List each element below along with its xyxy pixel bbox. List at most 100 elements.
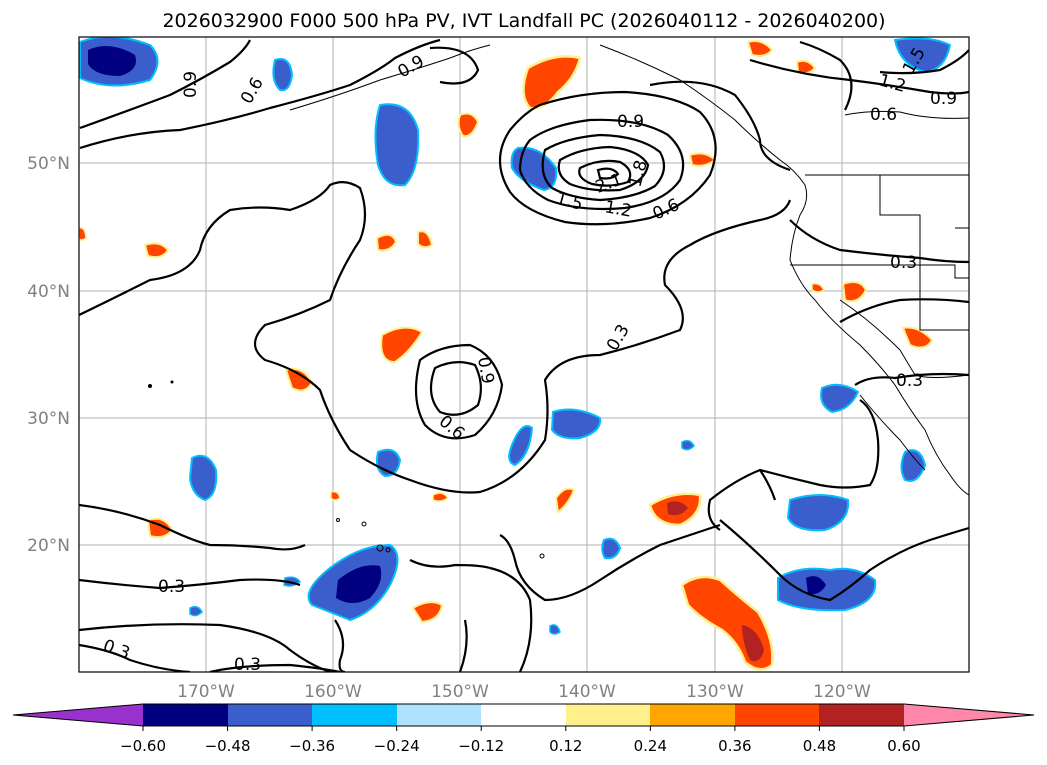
- island: [361, 521, 367, 527]
- pc-negative-region: [681, 439, 695, 451]
- colorbar-tick-label: −0.12: [458, 737, 504, 755]
- pv-contour: [541, 133, 666, 202]
- state-borders: [879, 175, 969, 331]
- map-title: 2026032900 F000 500 hPa PV, IVT Landfall…: [162, 10, 885, 32]
- pc-positive-region: [457, 112, 480, 138]
- state-borders: [790, 264, 969, 279]
- colorbar-tick-label: 0.48: [803, 737, 836, 755]
- baja-coastline: [859, 394, 926, 471]
- pv-contour: [334, 619, 346, 672]
- lon-label-140w: 140°W: [558, 682, 616, 702]
- pv-contour: [429, 46, 480, 85]
- colorbar-tick-label: −0.48: [205, 737, 251, 755]
- pv-contour: [409, 559, 491, 570]
- pv-contour: [557, 145, 650, 192]
- pv-contour: [499, 90, 717, 226]
- contour-label: 0.9: [617, 112, 644, 132]
- pc-positive-region: [432, 492, 450, 502]
- pv-contour: [429, 361, 482, 416]
- pv-contour: [719, 519, 969, 602]
- north-america-coastline: [599, 44, 969, 496]
- lon-label-130w: 130°W: [686, 682, 744, 702]
- colorbar-ticks: −0.60 −0.48 −0.36 −0.24 −0.12 0.12 0.24 0.36 0.4…: [120, 726, 921, 755]
- map-frame: [78, 36, 970, 673]
- colorbar-segment: [566, 704, 650, 726]
- contour-label: 0.9: [473, 355, 497, 385]
- contour-label: 0.6: [870, 105, 897, 125]
- colorbar-tick-label: 0.60: [887, 737, 920, 755]
- pv-contour: [854, 372, 969, 386]
- lat-label-40n: 40°N: [27, 282, 70, 302]
- pv-contours: [79, 38, 969, 672]
- pv-contour: [759, 469, 777, 501]
- map-panel: 0.9 0.6 0.9 1.2 1.5 0.9 0.6 1.5 2.1 1.8 …: [78, 36, 970, 673]
- colorbar-segment: [228, 704, 312, 726]
- pc-negative-core: [806, 576, 826, 595]
- contour-label: 0.3: [158, 577, 185, 597]
- pv-contour: [749, 58, 969, 95]
- pv-contour: [79, 181, 792, 494]
- colorbar-segment: [397, 704, 481, 726]
- lon-label-120w: 120°W: [813, 682, 871, 702]
- hawaiian-islands: [148, 380, 545, 559]
- pc-negative-region: [601, 537, 622, 560]
- longitude-labels: 170°W 160°W 150°W 140°W 130°W 120°W: [177, 682, 871, 702]
- pc-positive-core: [742, 625, 764, 662]
- lat-label-20n: 20°N: [27, 536, 70, 556]
- pv-contour: [649, 80, 791, 172]
- colorbar-segment: [481, 704, 566, 726]
- pv-contour: [79, 578, 301, 590]
- pc-positive-core: [667, 501, 688, 516]
- pc-negative-region: [900, 449, 927, 482]
- pc-fill-layer: [79, 37, 952, 671]
- pc-negative-region: [820, 383, 860, 414]
- pv-contour: [209, 663, 341, 672]
- colorbar-segment: [312, 704, 397, 726]
- pc-negative-region: [550, 408, 602, 440]
- pc-positive-region: [901, 326, 934, 349]
- pc-negative-region: [374, 103, 420, 187]
- colorbar-tick-label: 0.24: [634, 737, 667, 755]
- pv-contour: [578, 159, 632, 187]
- island: [385, 547, 391, 553]
- island: [336, 518, 340, 522]
- canada-border: [844, 110, 969, 119]
- lat-label-50n: 50°N: [27, 154, 70, 174]
- pc-negative-region: [188, 454, 218, 502]
- colorbar-tick-label: 0.12: [549, 737, 582, 755]
- pc-negative-region: [777, 567, 877, 612]
- island: [170, 380, 174, 384]
- pv-contour: [799, 40, 853, 111]
- pv-contour: [518, 118, 685, 211]
- alaska-coastline: [289, 44, 491, 111]
- colorbar-tick-label: −0.36: [289, 737, 335, 755]
- colorbar-tick-label: 0.36: [718, 737, 751, 755]
- pv-contour: [596, 167, 620, 180]
- colorbar-tick-label: −0.24: [374, 737, 420, 755]
- contour-label: 0.9: [181, 71, 201, 98]
- pv-contour: [79, 623, 331, 672]
- pc-negative-core: [88, 46, 136, 76]
- lon-label-150w: 150°W: [431, 682, 489, 702]
- pv-contour: [707, 399, 880, 531]
- pc-positive-region: [746, 40, 774, 57]
- pc-positive-region: [143, 242, 170, 259]
- map-background: [79, 37, 969, 672]
- pc-positive-region: [811, 282, 825, 293]
- colorbar-segment: [650, 704, 735, 726]
- pv-contour: [499, 523, 721, 602]
- contour-label: 0.3: [896, 371, 923, 391]
- latitude-labels: 50°N 40°N 30°N 20°N: [27, 154, 70, 556]
- colorbar-segment: [735, 704, 819, 726]
- lon-label-170w: 170°W: [177, 682, 235, 702]
- colorbar-extend-max: [904, 704, 1034, 726]
- pv-contour: [79, 38, 441, 150]
- pc-positive-region: [411, 601, 444, 624]
- lat-label-30n: 30°N: [27, 409, 70, 429]
- contour-label: 1.2: [603, 197, 633, 221]
- colorbar: −0.60 −0.48 −0.36 −0.24 −0.12 0.12 0.24 0.36 0.4…: [12, 703, 1035, 755]
- island: [148, 384, 152, 388]
- pv-contour: [79, 39, 251, 130]
- pv-contour: [79, 643, 191, 672]
